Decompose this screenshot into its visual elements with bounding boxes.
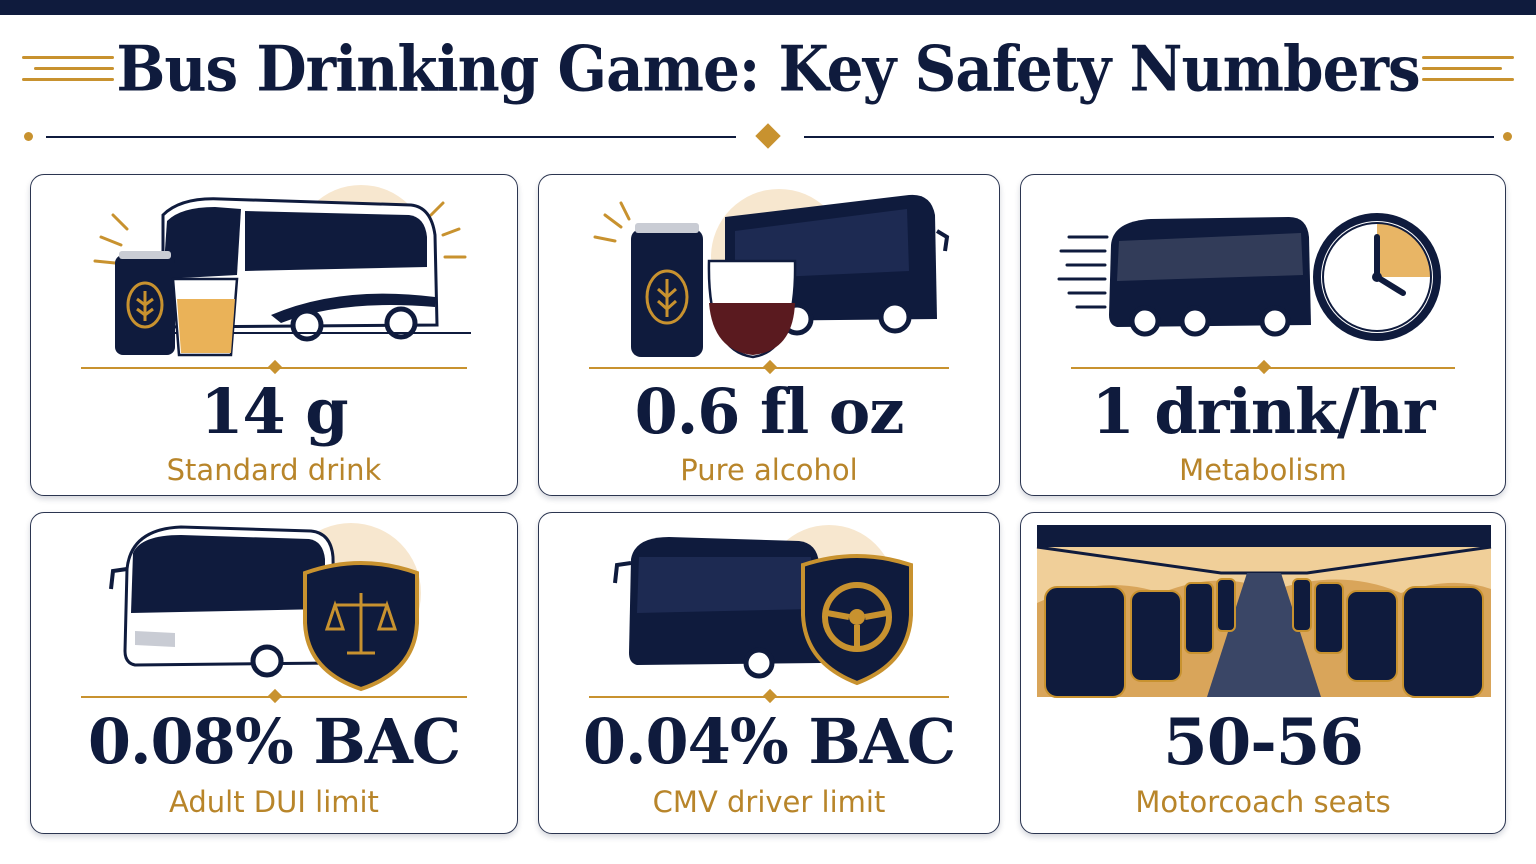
bus-wine-illustration	[593, 189, 950, 359]
title-rule-right	[804, 136, 1494, 138]
title-ornament-right	[1422, 56, 1514, 89]
bus-driver-illustration	[613, 525, 913, 686]
rule-dot-right	[1503, 132, 1512, 141]
card-cmv-driver-limit: 0.04% BAC CMV driver limit	[538, 512, 1000, 834]
card-label: Metabolism	[1179, 453, 1347, 487]
card-label: Standard drink	[166, 453, 382, 487]
card-value: 0.08% BAC	[87, 705, 461, 778]
bus-clock-illustration	[1057, 213, 1441, 341]
beer-can-icon	[631, 223, 703, 357]
card-metabolism: 1 drink/hr Metabolism	[1020, 174, 1506, 496]
card-standard-drink: 14 g Standard drink	[30, 174, 518, 496]
card-value: 0.6 fl oz	[634, 375, 905, 448]
card-motorcoach-seats: 50-56 Motorcoach seats	[1020, 512, 1506, 834]
bus-interior-seats-icon	[1036, 525, 1492, 698]
beer-glass-icon	[171, 277, 239, 357]
card-label: CMV driver limit	[652, 785, 886, 819]
title-rule-left	[46, 136, 736, 138]
steering-wheel-shield-icon	[801, 554, 913, 686]
beer-can-icon	[115, 251, 175, 355]
scales-shield-icon	[303, 561, 419, 692]
card-label: Adult DUI limit	[169, 785, 379, 819]
card-label: Pure alcohol	[680, 453, 858, 487]
card-value: 1 drink/hr	[1091, 375, 1436, 448]
bus-icon	[109, 525, 337, 678]
bus-icon	[1109, 217, 1311, 337]
clock-icon	[1313, 213, 1441, 341]
wine-glass-icon	[707, 259, 797, 359]
bus-drinks-illustration	[93, 185, 471, 357]
card-value: 0.04% BAC	[582, 705, 956, 778]
rule-dot-left	[24, 132, 33, 141]
title-ornament-left	[22, 56, 114, 89]
page-title: Bus Drinking Game: Key Safety Numbers	[116, 32, 1420, 106]
top-bar	[0, 0, 1536, 15]
card-pure-alcohol: 0.6 fl oz Pure alcohol	[538, 174, 1000, 496]
card-adult-dui-limit: 0.08% BAC Adult DUI limit	[30, 512, 518, 834]
card-value: 14 g	[200, 375, 348, 448]
title-row: Bus Drinking Game: Key Safety Numbers	[0, 28, 1536, 128]
bus-icon	[613, 537, 821, 679]
bus-law-illustration	[109, 523, 421, 692]
card-value: 50-56	[1163, 705, 1364, 780]
card-label: Motorcoach seats	[1135, 785, 1391, 819]
